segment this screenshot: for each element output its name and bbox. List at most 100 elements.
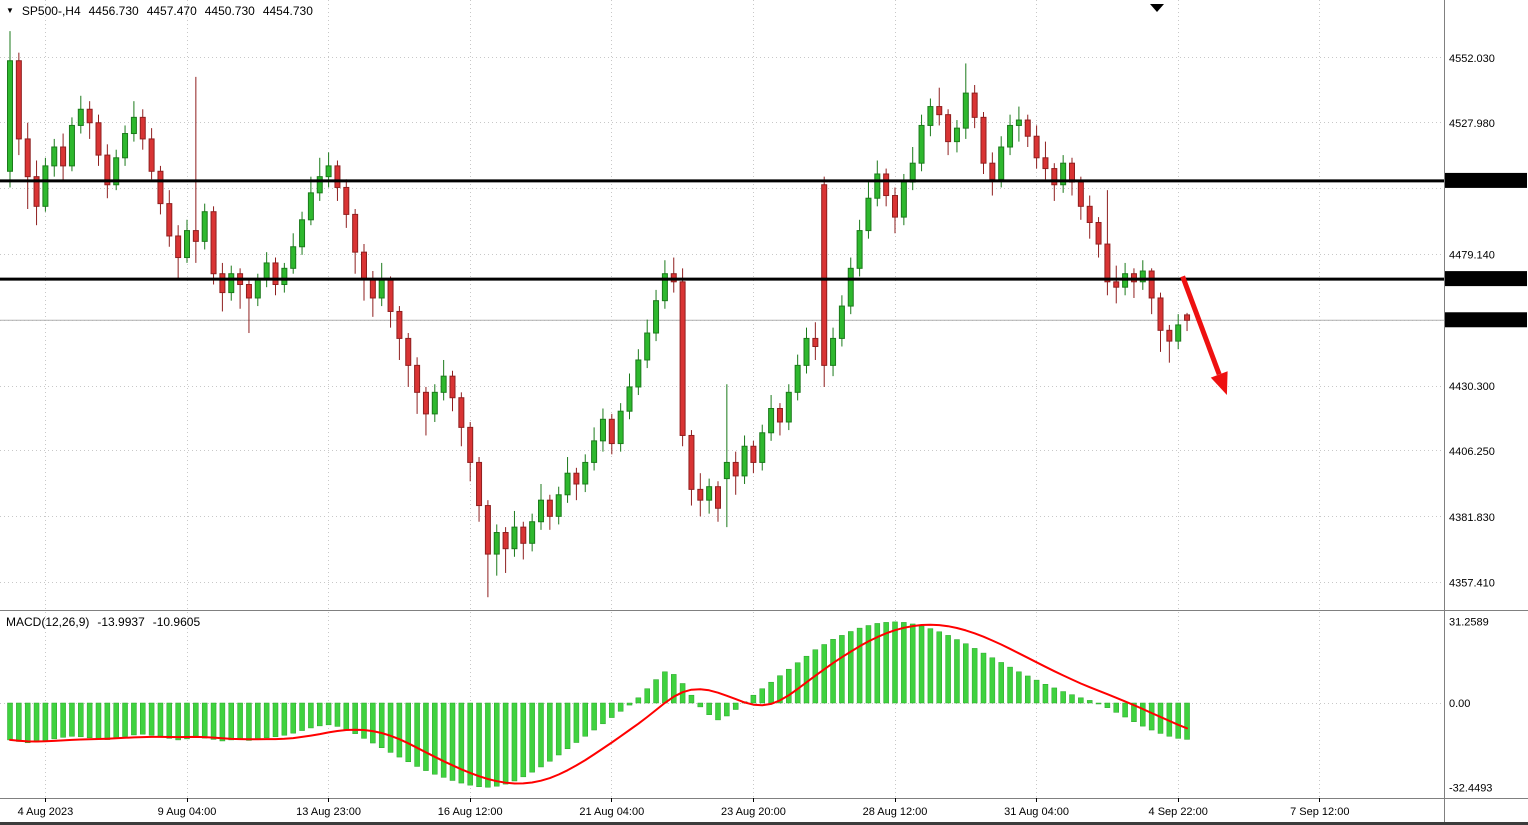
macd-value: -13.9937 <box>97 615 145 629</box>
macd-bar <box>370 702 376 744</box>
macd-bar <box>299 702 305 731</box>
candle-body <box>591 440 598 463</box>
ohlc-low: 4450.730 <box>204 4 255 18</box>
candle-body <box>130 116 137 135</box>
macd-bar <box>529 702 535 773</box>
macd-indicator-label: MACD(12,26,9) -13.9937 -10.9605 <box>6 615 200 629</box>
candle-body <box>732 461 739 477</box>
macd-bar <box>715 702 721 721</box>
price-label: 4454.730 <box>1449 315 1495 327</box>
candle-body <box>697 488 704 501</box>
candle-body <box>334 165 341 188</box>
candle-body <box>617 410 624 445</box>
trend-arrow[interactable] <box>1180 275 1228 395</box>
candle-body <box>582 461 589 485</box>
collapse-triangle-icon[interactable]: ▼ <box>6 6 14 15</box>
candle-body <box>1104 243 1111 283</box>
macd-bar <box>635 697 642 704</box>
macd-bar <box>768 681 774 704</box>
macd-bar <box>626 702 633 706</box>
macd-bar <box>387 702 394 753</box>
candle-body <box>1157 297 1164 331</box>
candle-body <box>776 408 783 423</box>
macd-histogram <box>7 621 1190 788</box>
candle-body <box>856 230 863 269</box>
macd-bar <box>803 655 810 704</box>
candle-body <box>998 146 1005 180</box>
macd-bar <box>1016 671 1022 704</box>
candle-body <box>60 146 67 167</box>
candle-body <box>892 195 898 218</box>
macd-bar <box>1122 702 1128 718</box>
candle-body <box>635 359 642 388</box>
candle-body <box>511 526 518 550</box>
candle-body <box>352 213 359 253</box>
macd-bar <box>42 702 49 741</box>
candle-body <box>361 251 367 280</box>
macd-bar <box>219 702 226 742</box>
macd-bar <box>874 623 881 704</box>
candle-body <box>865 197 872 232</box>
candle-body <box>1051 168 1058 186</box>
macd-bar <box>980 652 987 704</box>
macd-bar <box>33 702 40 743</box>
macd-bar <box>777 675 783 704</box>
macd-axis-label: 31.2589 <box>1449 617 1489 629</box>
macd-bar <box>794 662 801 704</box>
macd-bar <box>609 702 615 718</box>
symbol-timeframe: SP500-,H4 <box>21 4 81 18</box>
macd-bar <box>69 702 75 737</box>
candle-body <box>953 127 960 143</box>
price-label: 4479.140 <box>1449 249 1495 261</box>
candle-body <box>263 262 270 280</box>
chart-shift-marker-icon[interactable] <box>1150 4 1164 12</box>
price-label-box <box>1445 172 1527 188</box>
macd-bar <box>494 702 500 787</box>
candlestick-series[interactable] <box>7 31 1191 598</box>
macd-bar <box>16 702 22 742</box>
macd-bar <box>263 702 270 739</box>
candle-body <box>210 211 217 275</box>
macd-bar <box>688 694 695 704</box>
macd-bar <box>1104 702 1111 708</box>
macd-bar <box>1095 702 1102 705</box>
candle-body <box>449 375 456 399</box>
candle-body <box>555 494 562 517</box>
candle-body <box>166 203 173 237</box>
macd-bar <box>883 622 889 704</box>
macd-bar <box>414 702 420 767</box>
candle-body <box>148 138 155 172</box>
candle-body <box>104 154 111 186</box>
macd-bar <box>476 702 482 787</box>
price-label: 4357.410 <box>1449 578 1495 590</box>
macd-bar <box>1078 697 1084 704</box>
macd-bar <box>7 702 13 741</box>
candle-body <box>405 337 412 366</box>
candle-body <box>175 235 182 259</box>
candle-body <box>830 337 837 366</box>
price-label: 4552.030 <box>1449 53 1495 65</box>
candle-body <box>794 364 801 393</box>
candle-body <box>821 184 828 366</box>
macd-bar <box>378 702 385 748</box>
candle-body <box>980 116 987 164</box>
candle-body <box>1166 329 1173 342</box>
macd-bar <box>582 702 588 737</box>
macd-signal-line <box>9 623 1188 785</box>
ohlc-open: 4456.730 <box>88 4 139 18</box>
price-label: 4381.830 <box>1449 512 1495 524</box>
candle-body <box>653 300 660 334</box>
candle-body <box>706 486 713 501</box>
macd-bar <box>113 702 119 739</box>
candle-body <box>396 310 403 339</box>
time-label: 31 Aug 04:00 <box>1004 806 1069 818</box>
macd-bar <box>485 702 491 788</box>
time-axis[interactable]: 4 Aug 2023 9 Aug 04:00 13 Aug 23:00 16 Aug … <box>18 798 1350 818</box>
time-label: 7 Sep 12:00 <box>1290 806 1349 818</box>
candle-body <box>1024 119 1031 137</box>
candle-body <box>307 192 314 221</box>
candle-body <box>272 262 279 285</box>
macd-bar <box>600 702 606 725</box>
macd-signal-value: -10.9605 <box>152 615 201 629</box>
